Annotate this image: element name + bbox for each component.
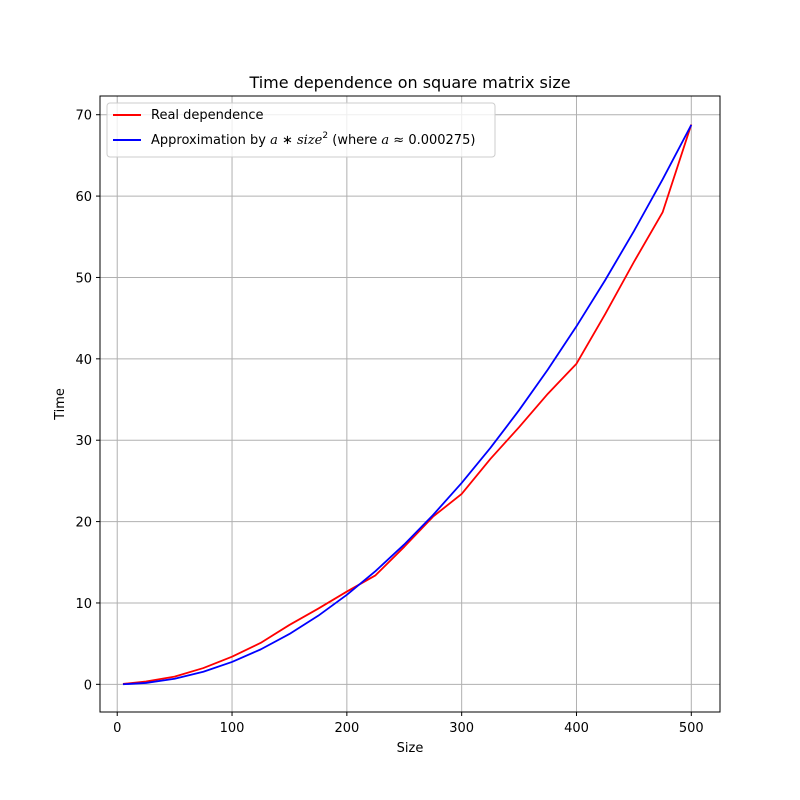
grid [100, 96, 720, 712]
y-tick-label: 30 [75, 434, 92, 449]
y-tick-label: 0 [84, 678, 92, 693]
x-tick-label: 100 [220, 721, 245, 736]
y-tick-label: 60 [75, 190, 92, 205]
y-tick-label: 20 [75, 516, 92, 531]
legend-box [106, 102, 496, 158]
y-tick-label: 50 [75, 271, 92, 286]
series-lines [122, 124, 693, 686]
series-line-approximation [122, 124, 693, 686]
y-tick-label: 40 [75, 353, 92, 368]
x-tick-label: 500 [679, 721, 704, 736]
plot-frame [99, 95, 721, 713]
legend-label-approximation: Approximation by a ∗ size2 (where a ≈ 0.… [151, 131, 475, 148]
series-line-real [122, 124, 693, 685]
x-axis: 0 100 200 300 400 500 [113, 712, 704, 736]
x-tick-label: 300 [449, 721, 474, 736]
legend: Real dependence Approximation by a ∗ siz… [106, 102, 496, 158]
y-tick-label: 70 [75, 109, 92, 124]
y-tick-label: 10 [75, 597, 92, 612]
x-axis-label: Size [397, 741, 424, 756]
chart-title: Time dependence on square matrix size [248, 73, 570, 92]
legend-label-real: Real dependence [151, 108, 264, 123]
y-axis: 0 10 20 30 40 50 60 70 [75, 109, 100, 693]
x-tick-label: 200 [334, 721, 359, 736]
y-axis-label: Time [53, 388, 68, 421]
x-tick-label: 0 [113, 721, 121, 736]
x-tick-label: 400 [564, 721, 589, 736]
